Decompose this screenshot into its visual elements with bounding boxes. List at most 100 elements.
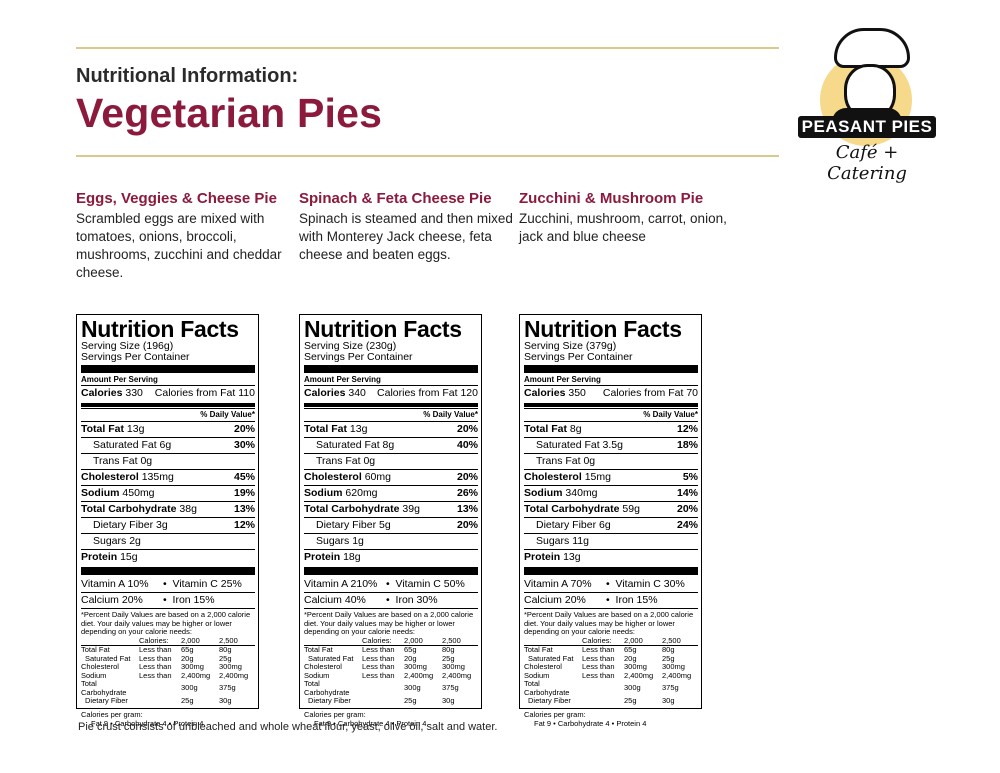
cholesterol-row: Cholesterol 135mg 45% — [81, 469, 255, 483]
serving-size: Serving Size (230g) — [304, 340, 397, 352]
dv-2000: 300mg — [404, 662, 427, 671]
dv-nutrient: Total Carbohydrate — [524, 679, 570, 697]
sodium-row: Sodium 340mg 14% — [524, 485, 698, 499]
dv-2000: 300mg — [624, 662, 647, 671]
bottom-rule — [76, 155, 779, 157]
amount-per-serving: Amount Per Serving — [304, 375, 381, 384]
amount-per-serving: Amount Per Serving — [524, 375, 601, 384]
cholesterol-row: Cholesterol 60mg 20% — [304, 469, 478, 483]
dv-nutrient: Total Fat — [81, 645, 139, 655]
dv-2000: 2,400mg — [404, 670, 434, 680]
dv-table-row: Sodium Less than 2,400mg 2,400mg — [81, 670, 255, 681]
nutrition-facts-label: Nutrition Facts Serving Size (196g) Servin… — [76, 314, 259, 728]
dv-table-row: Total Fat Less than 65g 80g — [304, 645, 478, 655]
minerals-row: Calcium 20% • Iron 15% — [524, 592, 698, 608]
total-fat-row: Total Fat 13g 20% — [81, 421, 255, 435]
dv-2000: 300mg — [181, 662, 204, 671]
minerals-row: Calcium 20% • Iron 15% — [81, 592, 255, 608]
dv-2000: 65g — [181, 645, 219, 655]
calories-row: Calories 340 Calories from Fat 120 — [304, 385, 478, 399]
pie-name: Eggs, Veggies & Cheese Pie — [76, 190, 277, 207]
pie-description: Spinach is steamed and then mixed with M… — [299, 211, 513, 262]
dv-2000: 300g — [404, 683, 421, 693]
nf-title: Nutrition Facts — [304, 316, 462, 342]
nf-title: Nutrition Facts — [81, 316, 239, 342]
serving-size: Serving Size (196g) — [81, 340, 174, 352]
divider — [304, 403, 478, 407]
pie-description-block: Spinach & Feta Cheese Pie Spinach is stea… — [299, 190, 514, 264]
logo-wordmark: PEASANT PIES — [798, 116, 936, 138]
dv-nutrient: Dietary Fiber — [308, 696, 351, 705]
daily-value-header: % Daily Value* — [304, 408, 478, 421]
dv-2000: 300g — [624, 683, 641, 693]
vitamins-row: Vitamin A 70% • Vitamin C 30% — [524, 578, 685, 590]
dv-2500: 25g — [442, 653, 455, 663]
divider — [524, 365, 698, 373]
dv-nutrient: Cholesterol — [81, 662, 119, 671]
pie-description-block: Eggs, Veggies & Cheese Pie Scrambled eggs… — [76, 190, 291, 282]
vitamins-row: Vitamin A 210% • Vitamin C 50% — [304, 578, 465, 590]
dv-2000: 25g — [624, 696, 637, 705]
dv-table-row: Total Fat Less than 65g 80g — [524, 645, 698, 655]
dv-footnote: *Percent Daily Values are based on a 2,0… — [524, 608, 698, 637]
pie-name: Spinach & Feta Cheese Pie — [299, 190, 492, 207]
dv-2500: 30g — [442, 696, 455, 705]
dv-qualifier: Less than — [362, 645, 404, 655]
dv-table-row: Cholesterol Less than 300mg 300mg — [304, 662, 478, 672]
dv-qualifier: Less than — [362, 670, 395, 680]
dv-2500: 2,400mg — [219, 670, 249, 680]
dv-table-row: Sodium Less than 2,400mg 2,400mg — [304, 670, 478, 681]
dv-2500: 80g — [442, 645, 478, 655]
trans-fat-row: Trans Fat 0g — [524, 453, 698, 469]
dv-table-row: Saturated Fat Less than 20g 25g — [81, 653, 255, 664]
protein-row: Protein 13g — [524, 549, 698, 565]
dv-2000: 300g — [181, 683, 198, 693]
dv-table-row: Cholesterol Less than 300mg 300mg — [524, 662, 698, 672]
dv-table-header: Calories: 2,000 2,500 — [582, 635, 681, 645]
dv-table-header: Calories: 2,000 2,500 — [139, 635, 238, 645]
calories-row: Calories 330 Calories from Fat 110 — [81, 385, 255, 399]
dv-qualifier: Less than — [139, 645, 181, 655]
dv-nutrient: Cholesterol — [524, 662, 562, 671]
dv-2500: 2,400mg — [662, 670, 692, 680]
dv-table-row: Sodium Less than 2,400mg 2,400mg — [524, 670, 698, 681]
dv-nutrient: Sodium — [304, 670, 330, 680]
dv-2000: 20g — [404, 653, 417, 663]
divider — [81, 567, 255, 575]
dv-nutrient: Total Carbohydrate — [304, 679, 350, 697]
calories-per-gram: Calories per gram: Fat 9 • Carbohydrate 4… — [304, 707, 478, 728]
dv-footnote: *Percent Daily Values are based on a 2,0… — [81, 608, 255, 637]
dv-nutrient: Dietary Fiber — [528, 696, 571, 705]
pie-description-block: Zucchini & Mushroom Pie Zucchini, mushroo… — [519, 190, 734, 246]
divider — [304, 567, 478, 575]
fiber-row: Dietary Fiber 6g 24% — [524, 517, 698, 533]
pie-description: Scrambled eggs are mixed with tomatoes, … — [76, 211, 282, 280]
dv-qualifier: Less than — [582, 653, 615, 663]
divider — [524, 567, 698, 575]
divider — [304, 365, 478, 373]
dv-nutrient: Sodium — [81, 670, 107, 680]
dv-qualifier: Less than — [362, 653, 395, 663]
calories-per-gram: Calories per gram: Fat 9 • Carbohydrate 4… — [524, 707, 698, 728]
dv-qualifier: Less than — [139, 653, 172, 663]
dv-table-row: Saturated Fat Less than 20g 25g — [304, 653, 478, 664]
trans-fat-row: Trans Fat 0g — [304, 453, 478, 469]
dv-table-header: Calories: 2,000 2,500 — [362, 635, 461, 645]
fiber-row: Dietary Fiber 3g 12% — [81, 517, 255, 533]
dv-nutrient: Total Fat — [524, 645, 582, 655]
chef-hat-icon — [834, 28, 910, 68]
dv-2000: 25g — [404, 696, 417, 705]
dv-2000: 2,400mg — [624, 670, 654, 680]
saturated-fat-row: Saturated Fat 8g 40% — [304, 437, 478, 453]
carbohydrate-row: Total Carbohydrate 59g 20% — [524, 501, 698, 515]
dv-2000: 65g — [624, 645, 662, 655]
minerals-row: Calcium 40% • Iron 30% — [304, 592, 478, 608]
protein-row: Protein 18g — [304, 549, 478, 565]
dv-2500: 375g — [442, 683, 459, 693]
dv-2500: 25g — [219, 653, 232, 663]
dv-2500: 80g — [219, 645, 255, 655]
dv-table-row: Cholesterol Less than 300mg 300mg — [81, 662, 255, 672]
page-subtitle: Nutritional Information: — [76, 65, 299, 87]
dv-2000: 25g — [181, 696, 194, 705]
dv-qualifier — [582, 697, 624, 706]
